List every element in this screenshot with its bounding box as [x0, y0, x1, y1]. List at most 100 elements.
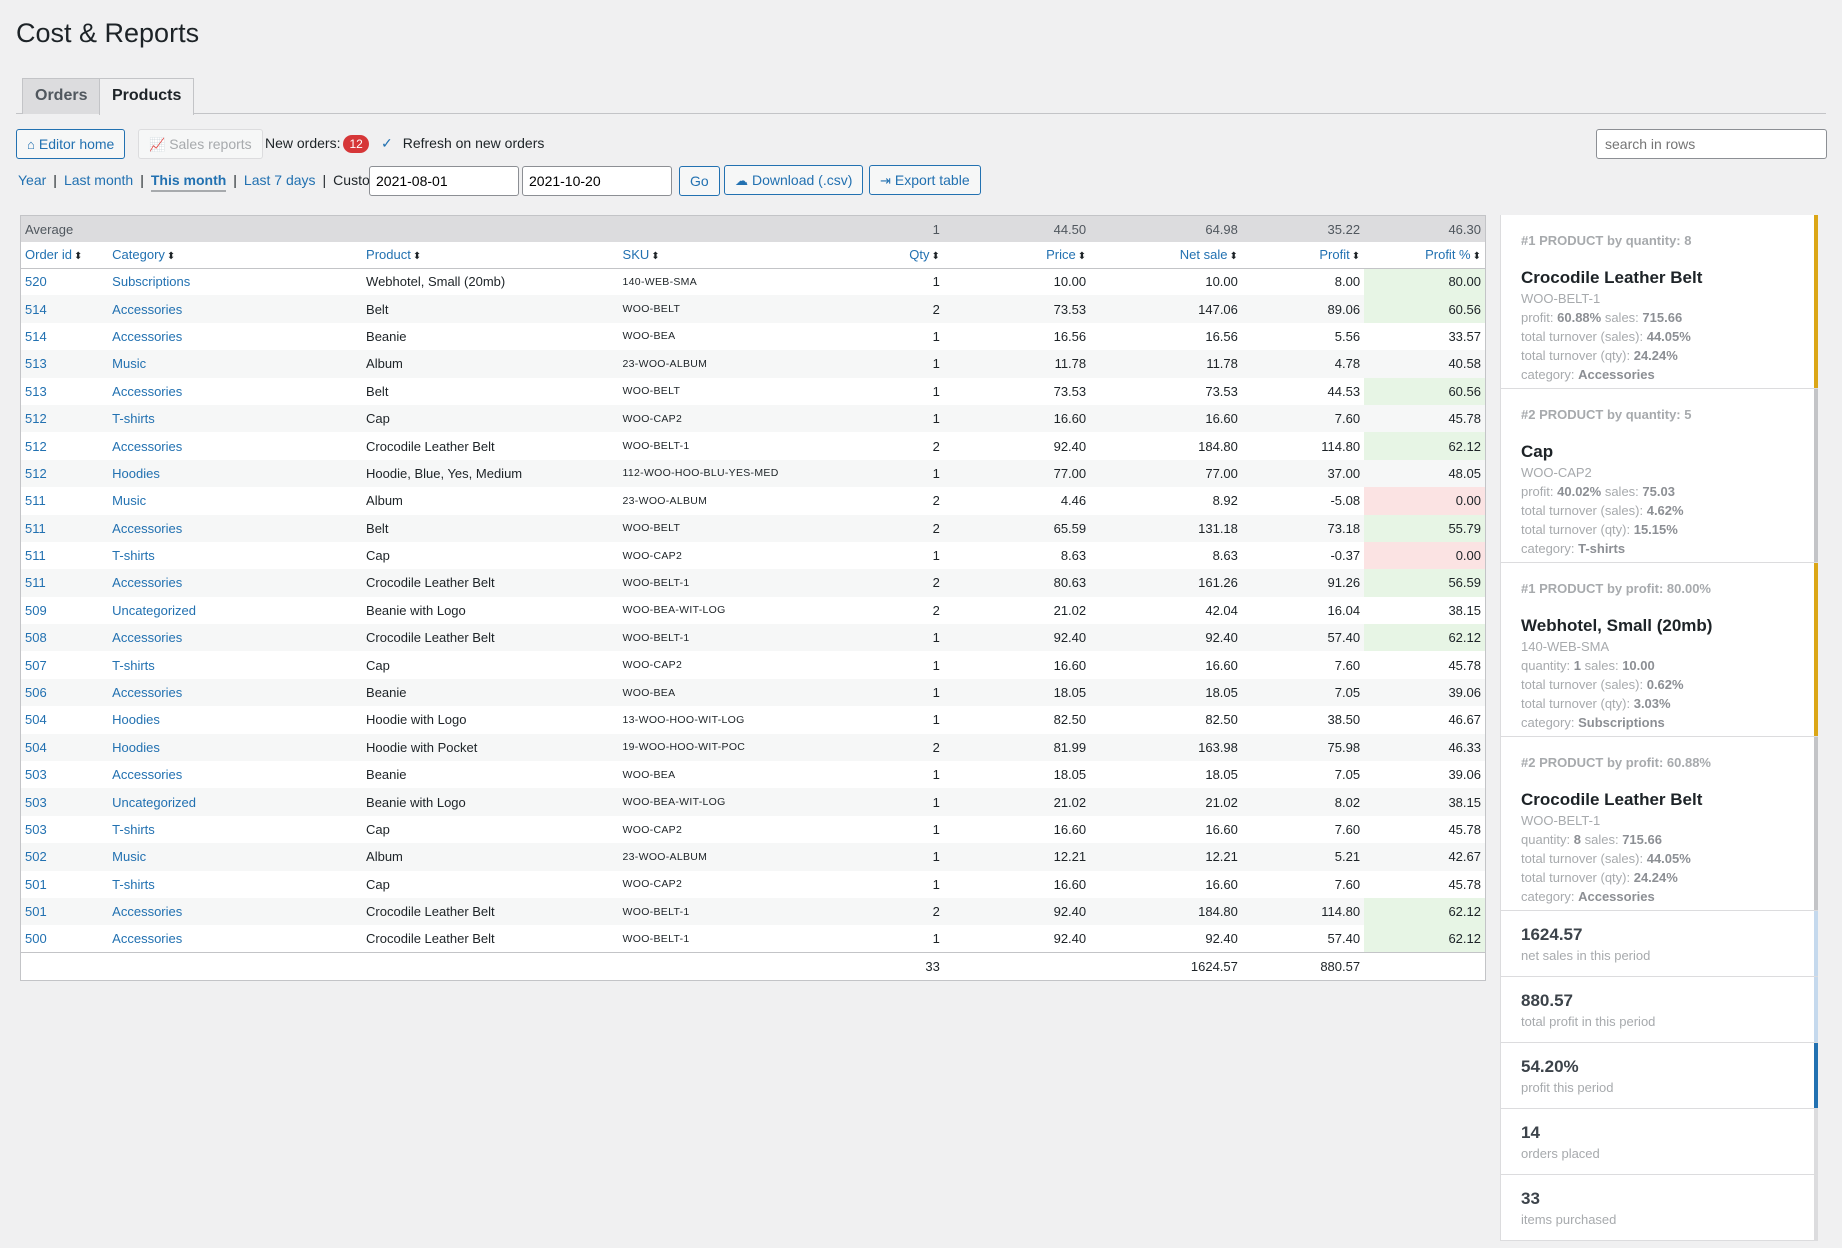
cell-order-id[interactable]: 504: [21, 733, 109, 762]
cell-category[interactable]: T-shirts: [112, 876, 155, 892]
cell-category[interactable]: Accessories: [108, 678, 363, 707]
cell-category[interactable]: Subscriptions: [112, 274, 191, 290]
cell-order-id[interactable]: 520: [25, 274, 47, 290]
editor-home-button[interactable]: ⌂ Editor home: [16, 129, 126, 159]
cell-order-id[interactable]: 501: [21, 897, 109, 926]
cell-price: 16.60: [1053, 876, 1087, 892]
cell-category[interactable]: T-shirts: [112, 548, 155, 564]
cell-profit-pct: 38.15: [1448, 602, 1481, 618]
sales-reports-button[interactable]: 📈 Sales reports: [138, 129, 263, 159]
sort-qty[interactable]: Qty ⬍: [855, 242, 944, 269]
cell-qty: 2: [932, 602, 940, 618]
sort-product[interactable]: Product ⬍: [362, 242, 619, 269]
refresh-toggle[interactable]: ✓ Refresh on new orders: [381, 135, 545, 151]
cell-category[interactable]: Hoodies: [108, 733, 363, 762]
cell-category[interactable]: Uncategorized: [112, 602, 196, 618]
cell-order-id[interactable]: 512: [25, 438, 47, 454]
cell-order-id[interactable]: 511: [25, 548, 46, 564]
cell-order-id[interactable]: 503: [21, 788, 109, 816]
cell-category[interactable]: Music: [108, 843, 363, 871]
cell-category[interactable]: Hoodies: [108, 459, 363, 488]
cell-price: 92.40: [1053, 931, 1087, 947]
cell-category[interactable]: Accessories: [108, 514, 363, 542]
cell-order-id[interactable]: 508: [21, 624, 109, 652]
cell-order-id[interactable]: 511: [21, 569, 109, 597]
cell-order-id[interactable]: 513: [21, 350, 109, 378]
cell-price: 11.78: [943, 350, 1091, 378]
cell-order-id[interactable]: 504: [25, 712, 47, 728]
date-from-input[interactable]: [369, 166, 519, 196]
cell-profit-pct: 60.56: [1364, 377, 1485, 405]
sort-category[interactable]: Category ⬍: [108, 242, 363, 269]
sort-order-id[interactable]: Order id ⬍: [21, 242, 109, 269]
cell-profit: 5.21: [1241, 843, 1365, 871]
tab-products[interactable]: Products: [99, 78, 195, 115]
cell-category[interactable]: T-shirts: [108, 404, 363, 433]
cell-order-id[interactable]: 501: [25, 876, 47, 892]
card-line-2: total turnover (sales): 4.62%: [1521, 503, 1684, 518]
cell-category[interactable]: Accessories: [112, 383, 183, 399]
cell-category[interactable]: T-shirts: [112, 657, 155, 673]
cell-order-id[interactable]: 513: [25, 383, 47, 399]
cell-category[interactable]: Accessories: [112, 931, 183, 947]
cell-order-id[interactable]: 506: [21, 678, 109, 707]
period-last-7-days[interactable]: Last 7 days: [243, 172, 316, 188]
cell-product: Album: [362, 843, 619, 871]
period-this-month[interactable]: This month: [150, 172, 227, 192]
cell-category[interactable]: Accessories: [108, 569, 363, 597]
go-button[interactable]: Go: [679, 166, 720, 196]
cell-sku: WOO-BELT: [622, 385, 681, 398]
cell-order-id[interactable]: 502: [21, 843, 109, 871]
tab-orders[interactable]: Orders: [22, 78, 101, 114]
tab-bar: Orders Products: [16, 78, 1826, 115]
stat-card: 880.57 total profit in this period: [1500, 977, 1818, 1043]
cell-profit: 4.78: [1241, 350, 1365, 378]
sort-profit[interactable]: Profit ⬍: [1241, 242, 1365, 269]
card-line-3: total turnover (qty): 3.03%: [1521, 696, 1671, 711]
cell-order-id[interactable]: 507: [25, 657, 47, 673]
period-last-month[interactable]: Last month: [63, 172, 134, 188]
cell-order-id[interactable]: 514: [25, 328, 47, 344]
cell-order-id[interactable]: 503: [25, 767, 47, 783]
cell-category[interactable]: T-shirts: [112, 822, 155, 837]
cell-category[interactable]: Accessories: [108, 295, 363, 323]
cell-net-sale: 77.00: [1090, 459, 1242, 488]
date-to-input[interactable]: [522, 166, 672, 196]
cell-product: Belt: [362, 295, 619, 323]
cell-category[interactable]: Accessories: [112, 767, 183, 783]
cell-order-id[interactable]: 512: [21, 459, 109, 488]
cell-category[interactable]: Uncategorized: [108, 788, 363, 816]
period-year[interactable]: Year: [18, 172, 47, 188]
download-csv-button[interactable]: ☁ Download (.csv): [724, 165, 864, 195]
cell-product: Belt: [366, 383, 389, 399]
sort-profit-pct[interactable]: Profit % ⬍: [1364, 242, 1485, 269]
cell-profit-pct: 33.57: [1448, 328, 1481, 344]
cell-net-sale: 16.60: [1205, 657, 1238, 673]
cell-order-id[interactable]: 511: [21, 514, 109, 542]
table-row: 507 T-shirts Cap WOO-CAP2 1 16.60 16.60 7.60 45.…: [21, 651, 1485, 678]
cell-category[interactable]: Music: [112, 493, 147, 509]
sort-sku[interactable]: SKU ⬍: [618, 242, 856, 269]
cell-sku: WOO-CAP2: [618, 404, 856, 433]
cell-category[interactable]: Accessories: [108, 624, 363, 652]
cell-category[interactable]: Hoodies: [112, 712, 160, 728]
search-input[interactable]: [1596, 129, 1827, 159]
sort-net-sale[interactable]: Net sale ⬍: [1090, 242, 1242, 269]
sort-price[interactable]: Price ⬍: [943, 242, 1091, 269]
cell-category[interactable]: Accessories: [112, 438, 183, 454]
cell-sku: WOO-BELT-1: [618, 897, 856, 926]
cell-order-id[interactable]: 509: [25, 602, 47, 618]
top-product-card: #2 PRODUCT by quantity: 5 Cap WOO-CAP2 prof…: [1500, 389, 1818, 563]
cell-order-id[interactable]: 514: [21, 295, 109, 323]
cell-sku: WOO-BELT-1: [618, 624, 856, 652]
cell-order-id[interactable]: 512: [21, 404, 109, 433]
cell-category[interactable]: Accessories: [112, 328, 183, 344]
cell-category[interactable]: Music: [108, 350, 363, 378]
cell-order-id[interactable]: 500: [25, 931, 47, 947]
export-table-button[interactable]: ⇥ Export table: [869, 165, 981, 195]
cell-order-id[interactable]: 511: [25, 493, 46, 509]
cell-order-id[interactable]: 503: [25, 822, 47, 837]
cell-category[interactable]: Accessories: [108, 897, 363, 926]
cell-qty: 2: [855, 295, 944, 323]
cell-profit-pct: 60.56: [1364, 295, 1485, 323]
